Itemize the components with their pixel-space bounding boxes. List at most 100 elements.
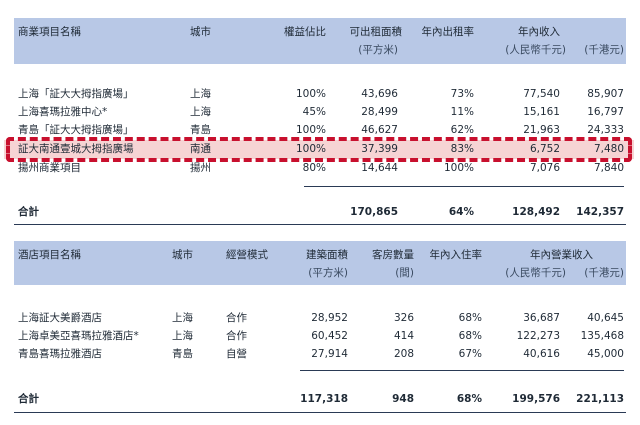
total-row: 合計 117,318 948 68% 199,576 221,113 — [14, 391, 626, 408]
project-area: 28,499 — [361, 106, 398, 118]
header-rooms: 客房數量 — [372, 249, 414, 261]
total-area: 170,865 — [350, 206, 398, 218]
table-row: 上海証大美爵酒店 上海 合作 28,952 326 68% 36,687 40,… — [14, 310, 626, 327]
project-rmb: 21,963 — [523, 124, 560, 136]
header-occupancy: 年內入住率 — [429, 249, 483, 261]
table-row: 青島喜瑪拉雅酒店 青島 自營 27,914 208 67% 40,616 45,… — [14, 346, 626, 363]
header-revenue: 年內營業收入 — [530, 249, 593, 261]
subtotal-line — [300, 370, 624, 371]
project-occupancy: 100% — [443, 162, 474, 174]
project-occupancy: 62% — [450, 124, 474, 136]
project-occupancy: 11% — [450, 106, 474, 118]
hotel-occupancy: 68% — [458, 312, 482, 324]
hotel-table: 酒店項目名稱 城市 經營模式 建築面積 (平方米) 客房數量 (間) 年內入住率… — [14, 241, 626, 421]
header-city: 城市 — [190, 26, 211, 38]
project-occupancy: 73% — [450, 88, 474, 100]
project-rmb: 77,540 — [523, 88, 560, 100]
project-city: 上海 — [190, 106, 211, 118]
project-rmb: 6,752 — [529, 143, 560, 155]
header-hkd-unit: (千港元) — [584, 44, 624, 56]
total-bottom-line — [14, 412, 626, 413]
hotel-header: 酒店項目名稱 城市 經營模式 建築面積 (平方米) 客房數量 (間) 年內入住率… — [14, 241, 626, 285]
hotel-area: 60,452 — [311, 330, 348, 342]
hotel-hkd: 45,000 — [587, 348, 624, 360]
total-hkd: 221,113 — [576, 393, 624, 405]
header-name: 酒店項目名稱 — [18, 249, 81, 261]
project-interest: 100% — [295, 124, 326, 136]
hotel-occupancy: 67% — [458, 348, 482, 360]
total-occupancy: 64% — [448, 206, 474, 218]
table-row: 青島「証大大拇指廣場」 青島 100% 46,627 62% 21,963 24… — [14, 122, 626, 139]
header-city: 城市 — [172, 249, 193, 261]
hotel-mode: 自營 — [226, 348, 247, 360]
project-interest: 80% — [302, 162, 326, 174]
project-interest: 45% — [302, 106, 326, 118]
header-mode: 經營模式 — [226, 249, 268, 261]
project-area: 14,644 — [361, 162, 398, 174]
hotel-hkd: 135,468 — [580, 330, 624, 342]
total-rmb: 128,492 — [512, 206, 560, 218]
total-occupancy: 68% — [456, 393, 482, 405]
project-area: 43,696 — [361, 88, 398, 100]
total-row: 合計 170,865 64% 128,492 142,357 — [14, 204, 626, 221]
project-hkd: 85,907 — [587, 88, 624, 100]
project-city: 上海 — [190, 88, 211, 100]
hotel-hkd: 40,645 — [587, 312, 624, 324]
header-area: 建築面積 — [306, 249, 348, 261]
commercial-table: 商業項目名稱 城市 權益佔比 可出租面積 (平方米) 年內出租率 年內收入 (人… — [4, 18, 634, 228]
hotel-area: 27,914 — [311, 348, 348, 360]
project-hkd: 7,480 — [593, 143, 624, 155]
subtotal-line — [304, 186, 624, 187]
table-row: 上海喜瑪拉雅中心* 上海 45% 28,499 11% 15,161 16,79… — [14, 104, 626, 121]
hotel-name: 上海卓美亞喜瑪拉雅酒店* — [18, 330, 139, 342]
header-name: 商業項目名稱 — [18, 26, 81, 38]
project-area: 37,399 — [361, 143, 398, 155]
total-rooms: 948 — [392, 393, 414, 405]
total-bottom-line — [14, 224, 626, 225]
project-name: 揚州商業項目 — [18, 162, 81, 174]
project-occupancy: 83% — [450, 143, 474, 155]
header-rooms-unit: (間) — [395, 267, 414, 279]
hotel-rmb: 36,687 — [523, 312, 560, 324]
commercial-header: 商業項目名稱 城市 權益佔比 可出租面積 (平方米) 年內出租率 年內收入 (人… — [14, 18, 626, 64]
header-area-unit: (平方米) — [308, 267, 348, 279]
project-name: 青島「証大大拇指廣場」 — [18, 124, 134, 136]
hotel-rooms: 326 — [393, 312, 414, 324]
project-city: 南通 — [190, 143, 211, 155]
hotel-rmb: 122,273 — [516, 330, 560, 342]
row-highlight-fill — [4, 140, 634, 159]
total-label: 合計 — [18, 393, 39, 405]
project-city: 青島 — [190, 124, 211, 136]
project-rmb: 7,076 — [529, 162, 560, 174]
hotel-mode: 合作 — [226, 330, 247, 342]
project-area: 46,627 — [361, 124, 398, 136]
hotel-mode: 合作 — [226, 312, 247, 324]
project-city: 揚州 — [190, 162, 211, 174]
project-hkd: 16,797 — [587, 106, 624, 118]
hotel-rooms: 414 — [393, 330, 414, 342]
project-name: 証大南通壹城大拇指廣場 — [18, 143, 134, 155]
hotel-name: 青島喜瑪拉雅酒店 — [18, 348, 102, 360]
total-area: 117,318 — [300, 393, 348, 405]
header-hkd-unit: (千港元) — [584, 267, 624, 279]
hotel-rooms: 208 — [393, 348, 414, 360]
project-hkd: 24,333 — [587, 124, 624, 136]
project-rmb: 15,161 — [523, 106, 560, 118]
total-label: 合計 — [18, 206, 39, 218]
header-occupancy: 年內出租率 — [421, 26, 475, 38]
hotel-area: 28,952 — [311, 312, 348, 324]
total-hkd: 142,357 — [576, 206, 624, 218]
project-name: 上海喜瑪拉雅中心* — [18, 106, 108, 118]
hotel-city: 上海 — [172, 312, 193, 324]
header-revenue: 年內收入 — [518, 26, 560, 38]
table-row: 上海「証大大拇指廣場」 上海 100% 43,696 73% 77,540 85… — [14, 86, 626, 103]
header-area: 可出租面積 — [349, 26, 403, 38]
header-interest: 權益佔比 — [284, 26, 326, 38]
project-interest: 100% — [295, 88, 326, 100]
row-highlight-border — [6, 137, 632, 162]
total-rmb: 199,576 — [512, 393, 560, 405]
hotel-rmb: 40,616 — [523, 348, 560, 360]
header-rmb-unit: (人民幣千元) — [505, 267, 566, 279]
table-row: 上海卓美亞喜瑪拉雅酒店* 上海 合作 60,452 414 68% 122,27… — [14, 328, 626, 345]
header-rmb-unit: (人民幣千元) — [505, 44, 566, 56]
